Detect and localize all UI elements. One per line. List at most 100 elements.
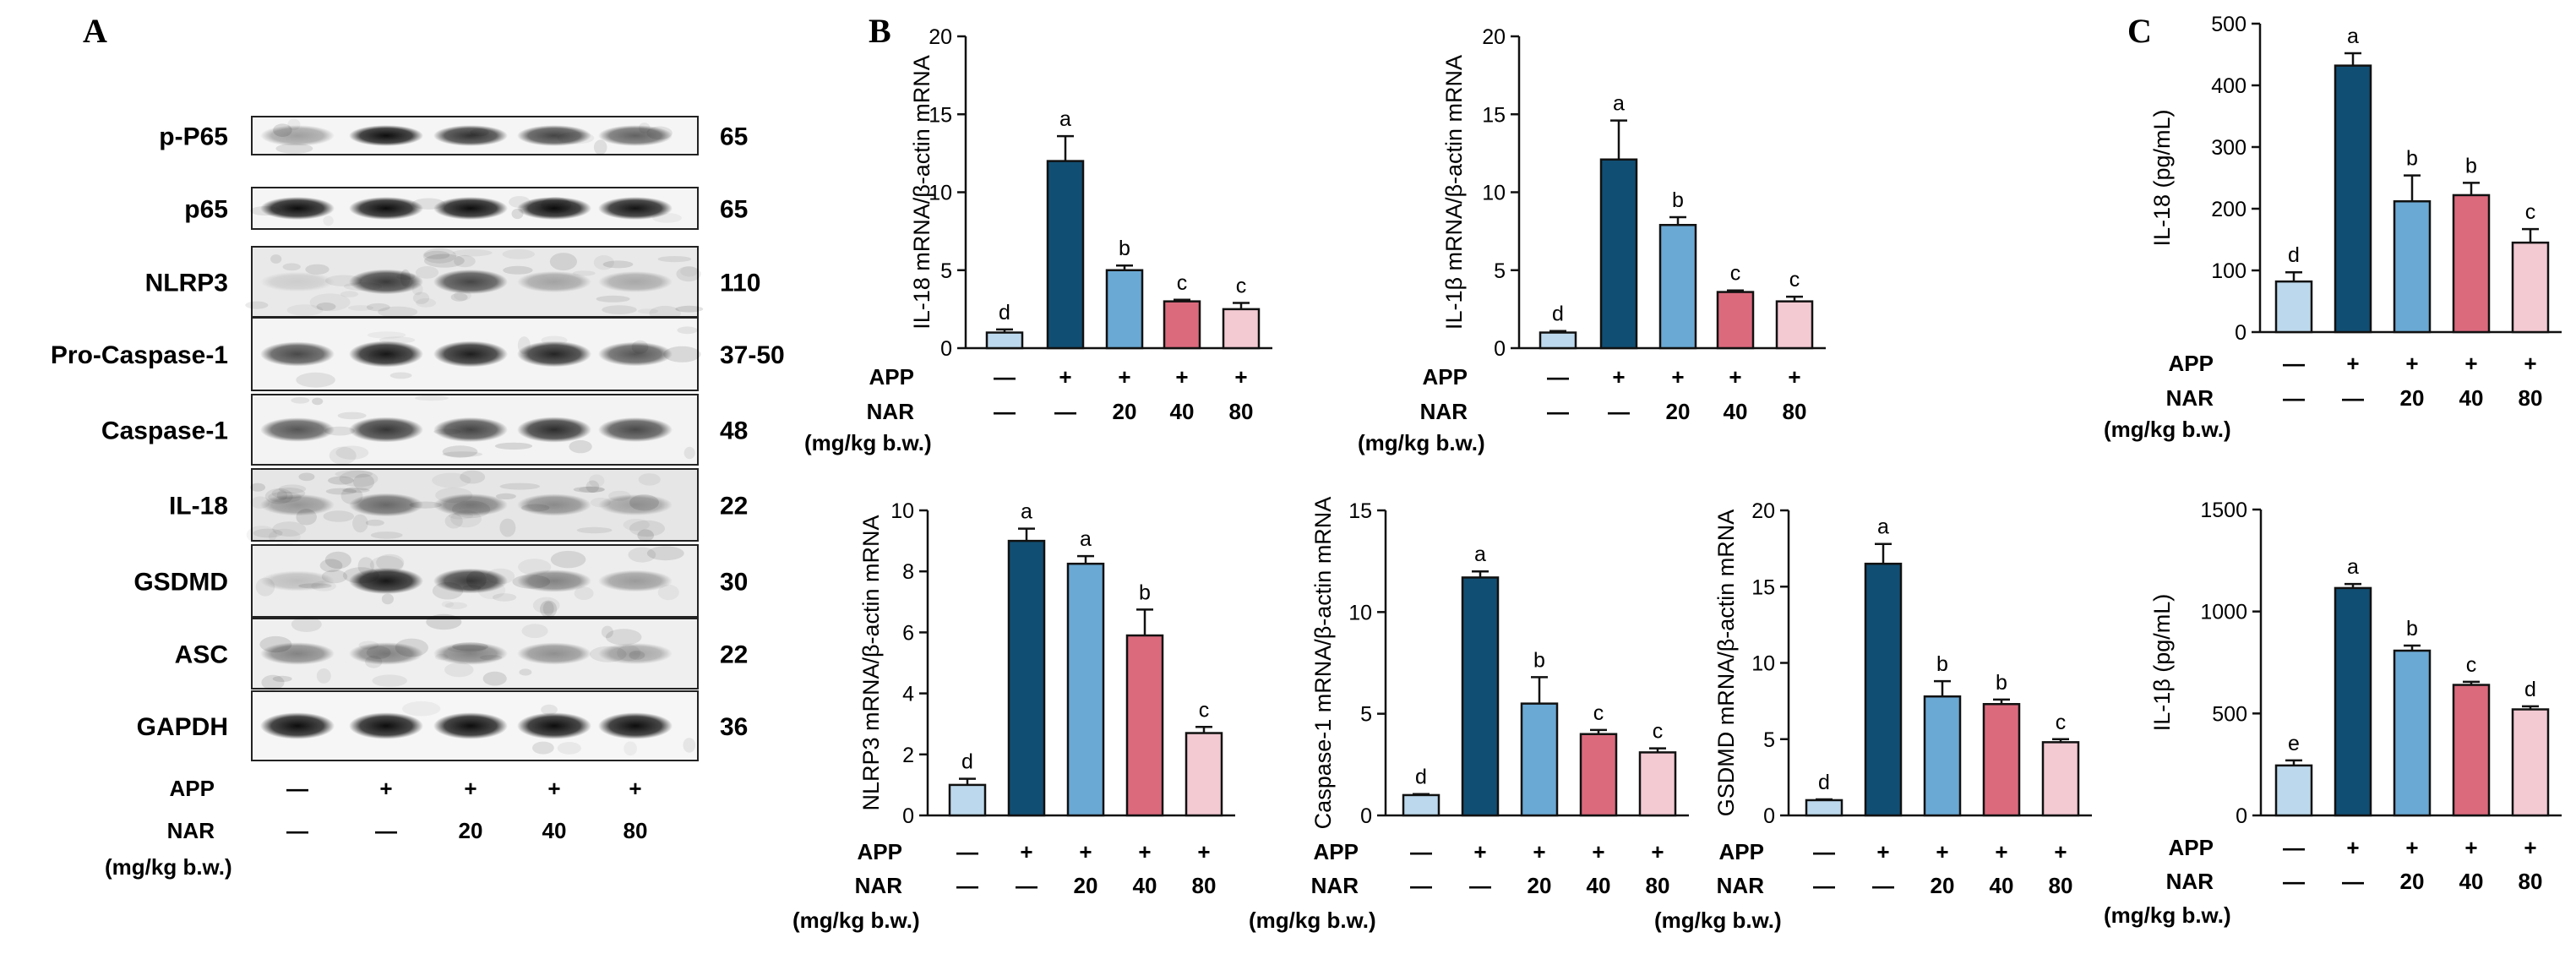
blot-background-speckle [340, 291, 359, 297]
blot-background-speckle [541, 704, 558, 716]
nar-cell: 20 [2400, 385, 2425, 411]
blot-background-speckle [415, 266, 439, 279]
blot-background-speckle [499, 518, 516, 537]
app-cell: — [994, 364, 1016, 390]
blot-band-lane [517, 570, 591, 592]
blot-band-pro-caspase-1: Pro-Caspase-1 37-50 [51, 317, 785, 391]
blot-background-speckle [250, 482, 265, 492]
blot-background-speckle [602, 305, 637, 314]
bar [1539, 331, 1577, 350]
blot-background-speckle [337, 412, 367, 420]
blot-background-speckle [335, 445, 369, 460]
blot-background-speckle [680, 266, 699, 277]
significance-letter: b [1533, 648, 1545, 672]
blot-background-speckle [426, 613, 462, 630]
y-tick-label: 400 [2211, 74, 2247, 98]
bar [1520, 702, 1559, 817]
significance-letter: b [1996, 671, 2007, 695]
nar-cell: 80 [1646, 873, 1670, 898]
blot-background-speckle [542, 601, 554, 616]
y-tick-label: 100 [2211, 259, 2247, 283]
nar-row-label: NAR [2166, 869, 2214, 894]
y-tick-label: 15 [929, 103, 952, 127]
blot-background-speckle [628, 547, 656, 563]
blot-band-lane [598, 712, 673, 739]
blot-background-speckle [585, 480, 600, 493]
y-tick-label: 0 [2236, 804, 2247, 828]
app-row-label: APP [170, 776, 215, 801]
nar-cell: — [1410, 873, 1432, 898]
blot-background-speckle [444, 662, 474, 678]
nar-row-label: NAR [1717, 873, 1765, 898]
y-tick-label: 1000 [2200, 601, 2247, 624]
blot-kda-label: 65 [720, 196, 748, 224]
y-tick-label: 20 [1482, 25, 1506, 49]
app-row-label: APP [1423, 364, 1468, 390]
blot-band-lane [349, 712, 423, 739]
blot-background-speckle [309, 293, 351, 312]
significance-letter: c [1236, 274, 1247, 297]
dose-unit-label: (mg/kg b.w.) [1358, 430, 1485, 455]
y-axis-title: IL-18 (pg/mL) [2149, 109, 2175, 246]
y-axis-title: Caspase-1 mRNA/β-actin mRNA [1310, 497, 1336, 830]
blot-background-speckle [492, 593, 517, 602]
y-tick-label: 0 [1360, 804, 1372, 828]
blot-background-speckle [450, 292, 468, 302]
western-blot: p-P65 65 p65 65 NLRP3 110 Pro-Caspase-1 37-50 Ca… [51, 116, 785, 880]
blot-background-speckle [353, 473, 374, 491]
blot-background-speckle [268, 528, 301, 546]
blot-band-lane [598, 417, 673, 442]
y-tick-label: 500 [2211, 13, 2247, 36]
blot-background-speckle [324, 551, 351, 570]
significance-letter: c [2466, 653, 2477, 677]
panel-label-b: B [869, 12, 891, 50]
bar [1125, 634, 1164, 817]
blot-background-speckle [494, 442, 533, 450]
chart-5-condition-table: APP NAR (mg/kg b.w.) — — + — +20 +40 +80 [1249, 839, 1669, 933]
blot-background-speckle [593, 139, 607, 155]
y-tick-label: 4 [902, 683, 914, 706]
blot-background-speckle [323, 215, 334, 226]
app-cell: + [1876, 839, 1889, 864]
significance-letter: c [1789, 268, 1800, 292]
app-cell: + [2524, 835, 2536, 860]
blot-band-lane [598, 643, 673, 664]
chart-3: 0 100 200 300 400 500 IL-18 (pg/mL) d a b b c APP NAR… [2104, 13, 2562, 442]
significance-letter: d [1552, 303, 1564, 326]
blot-background-speckle [444, 513, 463, 529]
blot-band-lane [433, 197, 508, 220]
nar-cell: — [286, 818, 308, 843]
significance-letter: c [1199, 698, 1210, 722]
blot-band-asc: ASC 22 [175, 613, 748, 690]
app-cell: — [2283, 835, 2305, 860]
bar [1185, 732, 1223, 817]
blot-background-speckle [495, 493, 516, 500]
blot-band-lane [433, 417, 508, 443]
blot-band-lane [517, 642, 591, 665]
nar-row-label: NAR [1311, 873, 1359, 898]
blot-band-nlrp3: NLRP3 110 [145, 246, 760, 321]
app-cell: + [629, 776, 641, 801]
nar-cell: — [1016, 873, 1037, 898]
blot-background-speckle [347, 305, 374, 311]
bar [2393, 649, 2432, 817]
blot-band-lane [517, 125, 591, 146]
blot-background-speckle [275, 143, 313, 154]
blot-background-speckle [323, 510, 355, 522]
y-axis-title: IL-1β mRNA/β-actin mRNA [1441, 55, 1467, 330]
blot-background-speckle [298, 472, 315, 482]
app-cell: + [1533, 839, 1545, 864]
bar [2511, 241, 2550, 334]
significance-letter: d [2288, 243, 2300, 267]
blot-band-lane [260, 642, 335, 665]
blot-background-speckle [452, 249, 493, 257]
blot-protein-label: GSDMD [133, 569, 228, 597]
blot-kda-label: 30 [720, 569, 748, 597]
blot-protein-label: IL-18 [169, 493, 228, 521]
y-tick-label: 15 [1751, 575, 1775, 599]
significance-letter: b [1672, 188, 1684, 212]
bar [1007, 539, 1046, 817]
blot-kda-label: 65 [720, 123, 748, 151]
panel-label-c: C [2127, 12, 2152, 50]
